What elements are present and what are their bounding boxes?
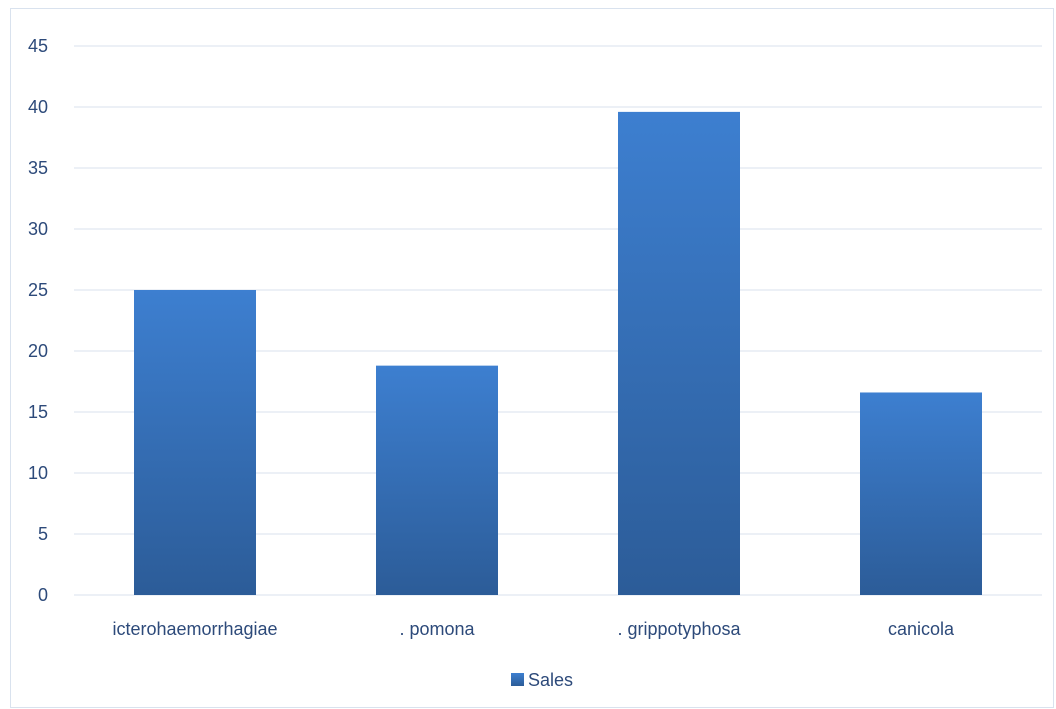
x-category-label: canicola bbox=[888, 619, 955, 639]
y-tick-label: 20 bbox=[28, 341, 48, 361]
legend-label-sales: Sales bbox=[528, 670, 573, 690]
bars bbox=[134, 111, 982, 595]
bar-3 bbox=[860, 392, 982, 595]
x-category-label: icterohaemorrhagiae bbox=[112, 619, 277, 639]
bar-0 bbox=[134, 290, 256, 595]
y-axis-ticks: 0 5 10 15 20 25 30 35 40 45 bbox=[28, 36, 48, 605]
y-tick-label: 35 bbox=[28, 158, 48, 178]
x-category-label: . pomona bbox=[399, 619, 475, 639]
y-tick-label: 45 bbox=[28, 36, 48, 56]
bar-1 bbox=[376, 365, 498, 595]
y-tick-label: 5 bbox=[38, 524, 48, 544]
legend-swatch-sales bbox=[511, 673, 524, 686]
y-tick-label: 25 bbox=[28, 280, 48, 300]
y-tick-label: 30 bbox=[28, 219, 48, 239]
bar-2 bbox=[618, 111, 740, 595]
x-category-label: . grippotyphosa bbox=[617, 619, 741, 639]
x-axis-labels: icterohaemorrhagiae . pomona . grippotypho… bbox=[112, 619, 955, 639]
y-tick-label: 0 bbox=[38, 585, 48, 605]
y-tick-label: 15 bbox=[28, 402, 48, 422]
y-tick-label: 40 bbox=[28, 97, 48, 117]
legend: Sales bbox=[511, 670, 573, 690]
y-tick-label: 10 bbox=[28, 463, 48, 483]
